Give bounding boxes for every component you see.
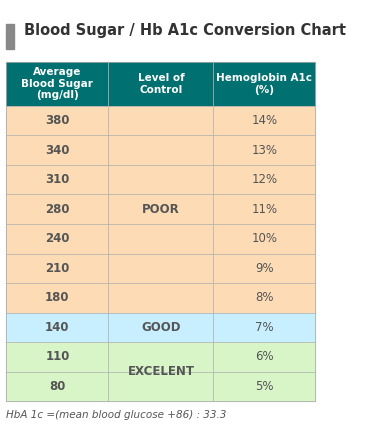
Bar <box>6 194 108 224</box>
Bar <box>213 224 315 254</box>
Text: Average
Blood Sugar
(mg/dl): Average Blood Sugar (mg/dl) <box>21 67 93 101</box>
Bar <box>213 372 315 401</box>
Text: HbA 1c =(mean blood glucose +86) : 33.3: HbA 1c =(mean blood glucose +86) : 33.3 <box>6 410 227 420</box>
Text: 5%: 5% <box>255 380 274 393</box>
Text: POOR: POOR <box>142 203 180 216</box>
Bar <box>6 135 108 165</box>
Text: 7%: 7% <box>255 321 274 334</box>
Bar <box>213 194 315 224</box>
Bar <box>6 283 108 313</box>
Text: 11%: 11% <box>251 203 278 216</box>
Text: Level of
Control: Level of Control <box>138 73 184 94</box>
Bar <box>6 62 315 401</box>
Bar <box>6 313 108 342</box>
Bar <box>213 342 315 372</box>
Bar <box>108 106 213 135</box>
Text: EXCELENT: EXCELENT <box>128 365 194 378</box>
Text: 310: 310 <box>45 173 70 186</box>
Text: 210: 210 <box>45 262 70 275</box>
Bar <box>108 165 213 194</box>
Bar <box>6 106 108 135</box>
Bar <box>6 224 108 254</box>
Bar <box>108 194 213 224</box>
Bar <box>6 62 108 106</box>
Text: 8%: 8% <box>255 292 274 304</box>
Bar <box>6 254 108 283</box>
Bar <box>213 313 315 342</box>
Bar <box>108 62 213 106</box>
Bar <box>213 254 315 283</box>
Text: 6%: 6% <box>255 351 274 363</box>
Text: 80: 80 <box>49 380 66 393</box>
Text: 13%: 13% <box>251 144 278 157</box>
Bar <box>108 372 213 401</box>
Text: 140: 140 <box>45 321 70 334</box>
Text: 9%: 9% <box>255 262 274 275</box>
Bar <box>213 283 315 313</box>
Bar <box>108 135 213 165</box>
Text: 12%: 12% <box>251 173 278 186</box>
Text: GOOD: GOOD <box>141 321 181 334</box>
Bar <box>108 283 213 313</box>
Bar <box>213 62 315 106</box>
Text: 340: 340 <box>45 144 70 157</box>
Text: 180: 180 <box>45 292 70 304</box>
Bar <box>108 224 213 254</box>
Bar <box>213 135 315 165</box>
Bar <box>108 342 213 372</box>
Bar <box>6 165 108 194</box>
Bar <box>213 165 315 194</box>
Bar <box>6 24 15 49</box>
Bar <box>6 372 108 401</box>
Text: Blood Sugar / Hb A1c Conversion Chart: Blood Sugar / Hb A1c Conversion Chart <box>24 23 346 38</box>
Text: 10%: 10% <box>251 232 278 245</box>
Text: Hemoglobin A1c
(%): Hemoglobin A1c (%) <box>216 73 312 94</box>
Text: 14%: 14% <box>251 114 278 127</box>
Text: 380: 380 <box>45 114 70 127</box>
Text: 110: 110 <box>45 351 70 363</box>
Bar <box>6 342 108 372</box>
Text: 240: 240 <box>45 232 70 245</box>
Bar <box>213 106 315 135</box>
Bar <box>108 313 213 342</box>
Bar <box>108 254 213 283</box>
Text: 280: 280 <box>45 203 70 216</box>
